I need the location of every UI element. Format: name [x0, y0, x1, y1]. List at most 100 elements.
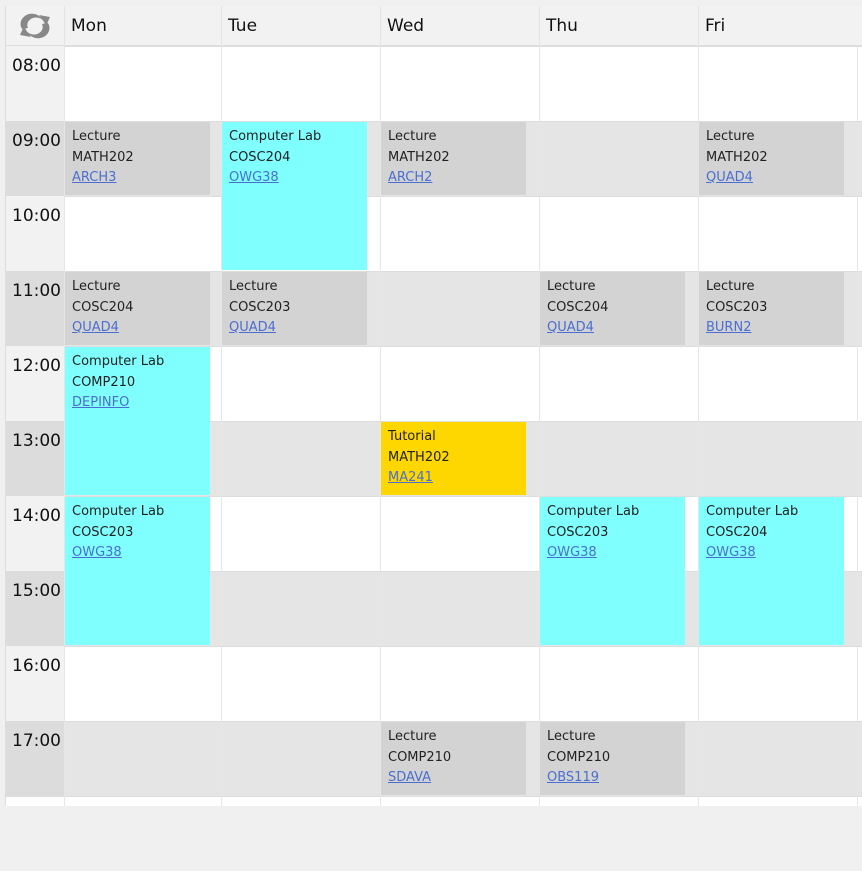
event-room-link[interactable]: OWG38 — [547, 545, 597, 560]
event-room: BURN2 — [706, 318, 837, 339]
column-divider — [221, 46, 222, 806]
event-type: Lecture — [72, 279, 121, 294]
event-lecture[interactable]: Lecture COSC203 QUAD4 — [222, 272, 367, 345]
event-course: MATH202 — [706, 149, 768, 165]
event-computer-lab[interactable]: Computer Lab COSC203 OWG38 — [540, 497, 685, 645]
time-label: 15:00 — [6, 571, 64, 646]
time-row: 14:00 — [6, 496, 862, 571]
event-lecture[interactable]: Lecture COMP210 OBS119 — [540, 722, 685, 795]
event-course: COSC203 — [72, 524, 134, 540]
refresh-icon[interactable] — [16, 13, 54, 43]
event-room: ARCH2 — [388, 168, 519, 189]
time-row: 08:00 — [6, 46, 862, 121]
event-type: Lecture — [229, 279, 278, 294]
column-divider — [64, 46, 65, 806]
event-type: Lecture — [388, 129, 437, 144]
day-header-tue: Tue — [221, 6, 380, 46]
event-type: Lecture — [706, 279, 755, 294]
event-lecture[interactable]: Lecture MATH202 ARCH2 — [381, 122, 526, 195]
day-header-mon: Mon — [64, 6, 221, 46]
event-room: OWG38 — [706, 543, 837, 564]
event-room: OWG38 — [547, 543, 678, 564]
event-computer-lab[interactable]: Computer Lab COSC204 OWG38 — [699, 497, 844, 645]
event-lecture[interactable]: Lecture COSC204 QUAD4 — [65, 272, 210, 345]
event-room: QUAD4 — [547, 318, 678, 339]
event-type: Lecture — [547, 729, 596, 744]
event-room-link[interactable]: OWG38 — [72, 545, 122, 560]
event-course: COMP210 — [388, 749, 452, 765]
event-course: COSC203 — [706, 299, 768, 315]
time-label: 10:00 — [6, 196, 64, 271]
column-divider — [698, 46, 699, 806]
event-room-link[interactable]: OWG38 — [706, 545, 756, 560]
event-course: COSC204 — [229, 149, 291, 165]
timetable-grid: Mon Tue Wed Thu Fri 08:00 09:00 10:00 11:00 12:00… — [5, 6, 862, 806]
event-room-link[interactable]: QUAD4 — [706, 170, 753, 185]
event-room-link[interactable]: QUAD4 — [547, 320, 594, 335]
day-header-thu: Thu — [539, 6, 698, 46]
time-label: 09:00 — [6, 121, 64, 196]
time-label: 08:00 — [6, 46, 64, 121]
time-row — [6, 796, 862, 871]
event-room-link[interactable]: OWG38 — [229, 170, 279, 185]
time-label: 14:00 — [6, 496, 64, 571]
event-course: COSC204 — [547, 299, 609, 315]
event-room: ARCH3 — [72, 168, 203, 189]
column-divider — [539, 46, 540, 806]
day-header-fri: Fri — [698, 6, 857, 46]
column-divider — [380, 46, 381, 806]
event-course: COMP210 — [72, 374, 136, 390]
event-room: SDAVA — [388, 768, 519, 789]
event-lecture[interactable]: Lecture MATH202 ARCH3 — [65, 122, 210, 195]
event-room: QUAD4 — [229, 318, 360, 339]
event-computer-lab[interactable]: Computer Lab COSC203 OWG38 — [65, 497, 210, 645]
event-room: OWG38 — [229, 168, 360, 189]
time-label: 11:00 — [6, 271, 64, 346]
time-row: 12:00 — [6, 346, 862, 421]
event-room-link[interactable]: MA241 — [388, 470, 433, 485]
event-tutorial[interactable]: Tutorial MATH202 MA241 — [381, 422, 526, 495]
header-row — [6, 6, 862, 46]
event-course: COSC203 — [229, 299, 291, 315]
event-room-link[interactable]: ARCH2 — [388, 170, 433, 185]
event-room: QUAD4 — [72, 318, 203, 339]
event-room-link[interactable]: SDAVA — [388, 770, 432, 785]
event-course: COMP210 — [547, 749, 611, 765]
time-label: 12:00 — [6, 346, 64, 421]
time-row: 16:00 — [6, 646, 862, 721]
event-type: Lecture — [547, 279, 596, 294]
day-header-wed: Wed — [380, 6, 539, 46]
event-course: MATH202 — [72, 149, 134, 165]
event-type: Tutorial — [388, 429, 436, 444]
event-room: OBS119 — [547, 768, 678, 789]
column-divider — [857, 46, 858, 806]
event-type: Computer Lab — [72, 504, 165, 519]
event-type: Computer Lab — [229, 129, 322, 144]
event-course: COSC203 — [547, 524, 609, 540]
event-room-link[interactable]: ARCH3 — [72, 170, 117, 185]
event-room-link[interactable]: OBS119 — [547, 770, 599, 785]
event-lecture[interactable]: Lecture COSC204 QUAD4 — [540, 272, 685, 345]
event-type: Computer Lab — [547, 504, 640, 519]
event-room: MA241 — [388, 468, 519, 489]
event-type: Lecture — [388, 729, 437, 744]
time-label: 17:00 — [6, 721, 64, 796]
event-room-link[interactable]: DEPINFO — [72, 395, 130, 410]
event-computer-lab[interactable]: Computer Lab COMP210 DEPINFO — [65, 347, 210, 495]
time-label: 16:00 — [6, 646, 64, 721]
event-type: Computer Lab — [706, 504, 799, 519]
event-type: Computer Lab — [72, 354, 165, 369]
event-lecture[interactable]: Lecture COMP210 SDAVA — [381, 722, 526, 795]
event-lecture[interactable]: Lecture MATH202 QUAD4 — [699, 122, 844, 195]
event-course: MATH202 — [388, 149, 450, 165]
event-room-link[interactable]: QUAD4 — [72, 320, 119, 335]
time-row: 10:00 — [6, 196, 862, 271]
event-room-link[interactable]: BURN2 — [706, 320, 752, 335]
event-computer-lab[interactable]: Computer Lab COSC204 OWG38 — [222, 122, 367, 270]
event-room: QUAD4 — [706, 168, 837, 189]
event-room: OWG38 — [72, 543, 203, 564]
event-type: Lecture — [706, 129, 755, 144]
event-room-link[interactable]: QUAD4 — [229, 320, 276, 335]
event-lecture[interactable]: Lecture COSC203 BURN2 — [699, 272, 844, 345]
event-course: COSC204 — [706, 524, 768, 540]
